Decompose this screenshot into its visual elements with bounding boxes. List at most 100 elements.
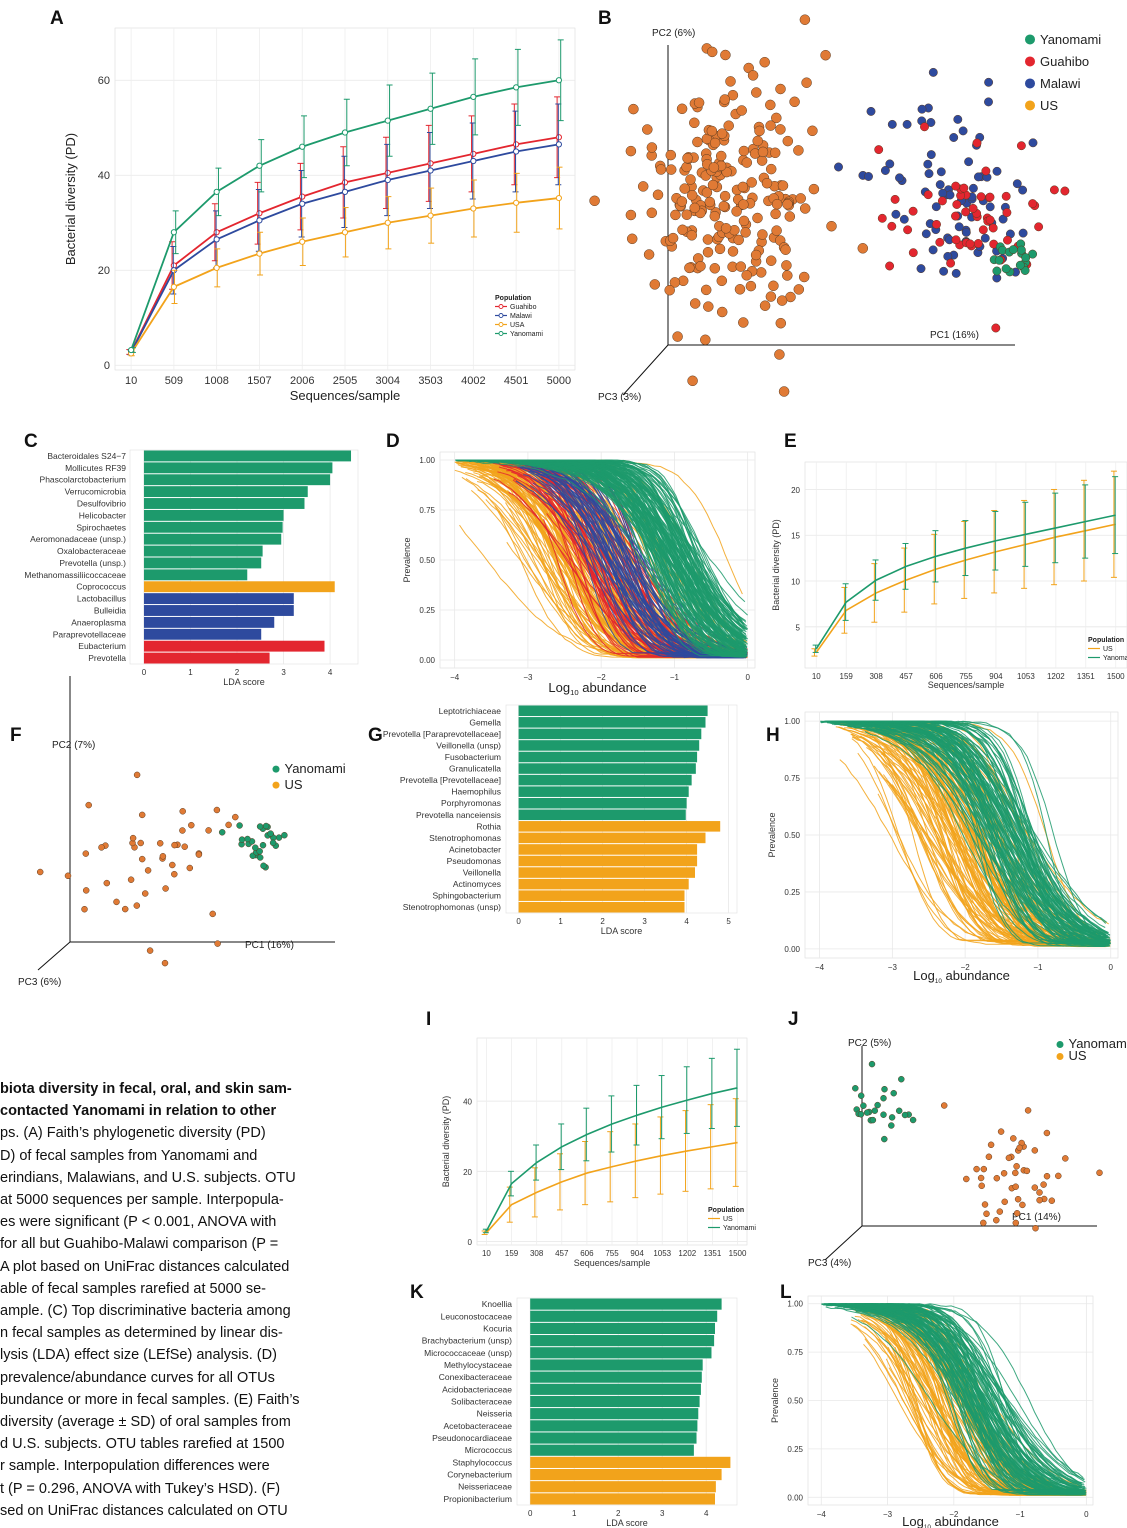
pc3-label: PC3 (4%) [808, 1258, 851, 1269]
x-tick-label: 10 [482, 1249, 491, 1258]
sample-point-us [747, 70, 759, 81]
y-axis-title: Prevalence [402, 537, 412, 582]
pc3-label: PC3 (6%) [18, 977, 61, 988]
data-point [513, 84, 520, 91]
sample-point-yanomami [256, 854, 264, 861]
sample-point-us [765, 163, 777, 175]
legend-title: Population [1088, 637, 1124, 644]
sample-point-us [745, 280, 757, 292]
bar-label: Stenotrophomonas (unsp) [403, 902, 501, 912]
sample-point-us [993, 1216, 1000, 1224]
bar-label: Porphyromonas [441, 798, 501, 808]
panel-label-l: L [780, 1282, 792, 1303]
bar-label: Micrococcus [465, 1445, 512, 1455]
sample-point-yanomami [901, 1111, 909, 1119]
caption-line: n fecal samples as determined by linear … [0, 1325, 283, 1342]
data-point [256, 162, 263, 169]
series-line [815, 514, 1116, 650]
sample-point-us [731, 206, 742, 217]
x-tick-label: 10 [812, 672, 821, 681]
panel-label-b: B [598, 8, 612, 29]
data-point [384, 117, 391, 124]
x-tick-label: 2 [235, 668, 240, 677]
sample-point-us [665, 149, 677, 161]
x-tick-label: 159 [505, 1249, 519, 1258]
bar-label: Methylocystaceae [444, 1360, 512, 1370]
sample-point-yanomami [857, 1111, 865, 1118]
sample-point-yanomami [218, 829, 226, 836]
bar-label: Veillonella [463, 868, 502, 878]
sample-point-yanomami [259, 841, 267, 849]
prevalence-curve [846, 720, 1110, 945]
bar-label: Stenotrophomonas [429, 833, 501, 843]
prevalence-curve [864, 731, 1110, 941]
bar [530, 1481, 716, 1493]
sample-point-us [771, 198, 783, 210]
sample-point-us [1000, 1170, 1008, 1177]
x-axis-title: Sequences/sample [574, 1258, 651, 1268]
bar [143, 640, 325, 652]
sample-point-us [643, 249, 655, 260]
data-point [470, 205, 477, 212]
sample-point-yanomami [256, 823, 264, 830]
x-axis-title: Sequences/sample [928, 680, 1005, 690]
x-axis-title: LDA score [601, 926, 643, 936]
caption-line: lysis (LDA) effect size (LEfSe) analysis… [0, 1347, 277, 1364]
sample-point-us [676, 103, 688, 115]
sample-point-yanomami [256, 848, 263, 855]
sample-point-us [642, 124, 653, 135]
sample-point-malawi [1018, 185, 1028, 195]
bar [530, 1371, 702, 1383]
caption-line: t (P = 0.296, ANOVA with Tukey’s HSD). (… [0, 1480, 281, 1497]
sample-point-us [980, 1165, 988, 1173]
sample-point-us [1043, 1129, 1051, 1137]
sample-point-malawi [939, 266, 949, 276]
sample-point-us [733, 234, 744, 246]
x-axis-title-tail: abundance [942, 968, 1010, 983]
sample-point-us [751, 87, 762, 98]
data-point [299, 143, 306, 150]
sample-point-guahibo [961, 207, 971, 217]
sample-point-us [978, 1182, 985, 1190]
bar [518, 844, 698, 855]
sample-point-yanomami [898, 1075, 905, 1083]
sample-point-us [738, 199, 749, 210]
bar-label: Aeromonadaceae (unsp.) [30, 534, 126, 544]
sample-point-us [723, 120, 734, 131]
plot-area [129, 449, 359, 665]
sample-point-malawi [834, 162, 843, 172]
x-tick-label: −1 [1033, 963, 1043, 972]
sample-point-us [1014, 1195, 1022, 1203]
axis-pc3 [622, 344, 669, 396]
bar [530, 1310, 718, 1322]
bar-label: Conexibacteraceae [439, 1372, 513, 1382]
sample-point-yanomami [909, 1116, 917, 1124]
sample-point-us [808, 183, 820, 195]
bar [530, 1444, 694, 1456]
sample-point-guahibo [968, 203, 978, 213]
sample-point-yanomami [888, 1122, 895, 1129]
panel-a-chart: 0 20 40 60 10 509 1008 1507 2006 2505 3004 3503 4002… [63, 27, 576, 403]
sample-point-malawi [968, 183, 978, 193]
x-tick-label: 308 [530, 1249, 544, 1258]
sample-point-us [188, 821, 195, 829]
legend-marker [498, 304, 504, 309]
sample-point-guahibo [946, 258, 956, 268]
data-point [513, 141, 520, 148]
sample-point-us [704, 196, 716, 208]
sample-point-us [1062, 1155, 1069, 1162]
sample-point-guahibo [1034, 222, 1044, 232]
sample-point-malawi [1018, 228, 1028, 238]
sample-point-us [997, 1128, 1005, 1135]
legend-item: Yanomami [1069, 1036, 1127, 1051]
x-tick-label: −3 [523, 673, 533, 682]
sample-point-us [799, 14, 811, 25]
sample-point-us [161, 959, 169, 967]
panel-label-c: C [24, 431, 38, 452]
bar [530, 1468, 722, 1481]
prevalence-curve [858, 723, 1110, 943]
sample-point-us [709, 137, 721, 149]
sample-point-us [719, 190, 731, 202]
bar [143, 450, 352, 462]
